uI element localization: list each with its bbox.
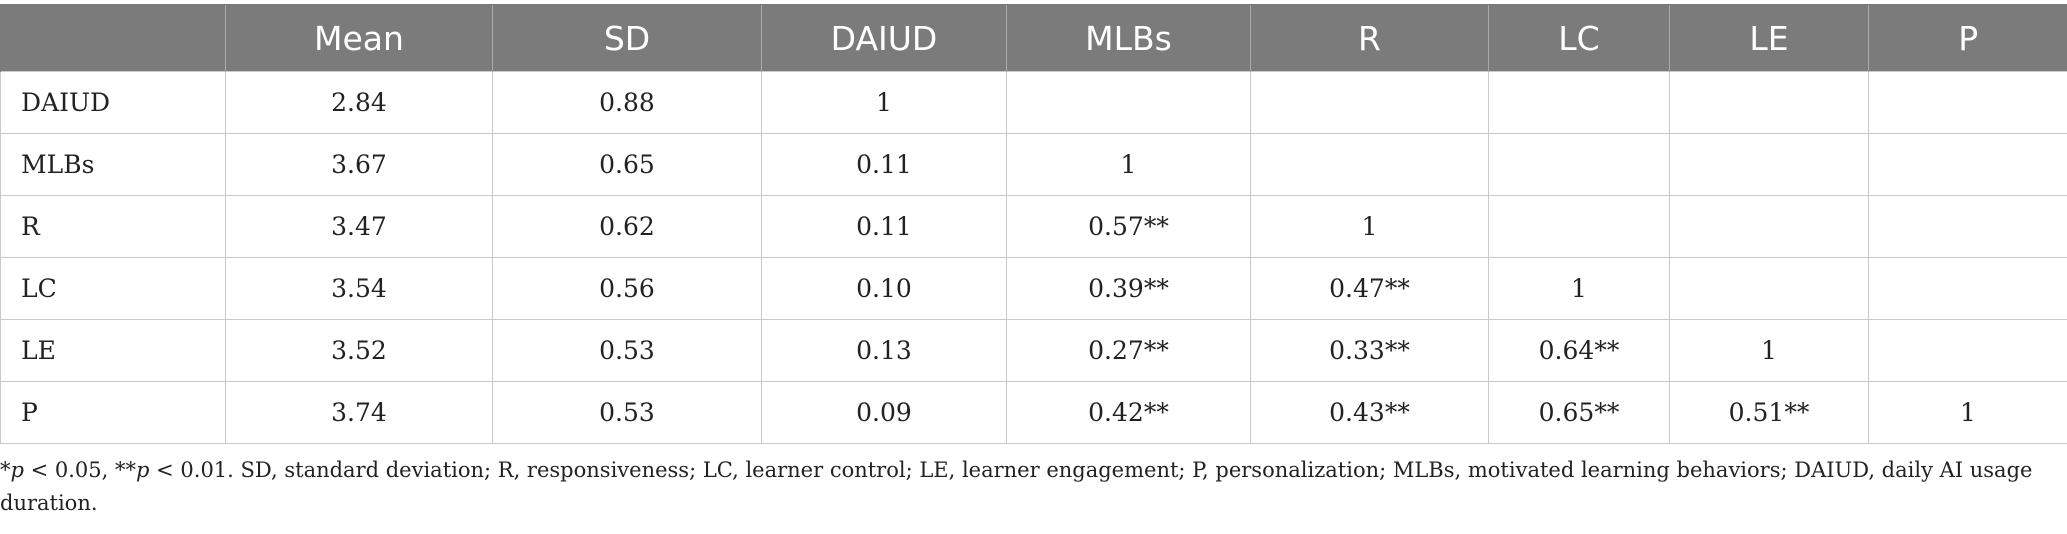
- row-label: DAIUD: [0, 71, 226, 134]
- table-cell: 0.51**: [1669, 381, 1869, 444]
- table-cell: 0.47**: [1250, 257, 1489, 320]
- table-row: LC 3.54 0.56 0.10 0.39** 0.47** 1: [0, 257, 2067, 320]
- header-cell-r: R: [1250, 4, 1489, 72]
- footnote-p-symbol-1: p: [10, 458, 24, 482]
- table-cell: [1250, 133, 1489, 196]
- header-cell-mean: Mean: [225, 4, 493, 72]
- header-cell-le: LE: [1669, 4, 1869, 72]
- table-cell: 0.57**: [1006, 195, 1251, 258]
- table-cell: 1: [1006, 133, 1251, 196]
- row-label: LC: [0, 257, 226, 320]
- table-row: MLBs 3.67 0.65 0.11 1: [0, 133, 2067, 196]
- correlation-table: Mean SD DAIUD MLBs R LC LE P DAIUD 2.84 0.88 1 MLBs…: [0, 4, 2067, 444]
- row-label: P: [0, 381, 226, 444]
- header-row: Mean SD DAIUD MLBs R LC LE P: [0, 4, 2067, 72]
- table-row: DAIUD 2.84 0.88 1: [0, 71, 2067, 134]
- table-cell: 0.65: [492, 133, 762, 196]
- table-cell: [1488, 71, 1670, 134]
- header-cell-sd: SD: [492, 4, 762, 72]
- table-row: R 3.47 0.62 0.11 0.57** 1: [0, 195, 2067, 258]
- table-cell: 0.13: [761, 319, 1007, 382]
- table-cell: [1669, 71, 1869, 134]
- table-cell: 3.67: [225, 133, 493, 196]
- table-row: LE 3.52 0.53 0.13 0.27** 0.33** 0.64** 1: [0, 319, 2067, 382]
- table-cell: [1868, 195, 2067, 258]
- table-cell: [1669, 257, 1869, 320]
- row-label: MLBs: [0, 133, 226, 196]
- table-cell: 0.88: [492, 71, 762, 134]
- header-cell-p: P: [1868, 4, 2067, 72]
- row-label: R: [0, 195, 226, 258]
- table-cell: [1488, 195, 1670, 258]
- table-cell: [1250, 71, 1489, 134]
- table-cell: 0.65**: [1488, 381, 1670, 444]
- table-cell: 0.27**: [1006, 319, 1251, 382]
- footnote-sig1-rest: < 0.05, **: [23, 458, 137, 482]
- footnote-sig1-prefix: *: [0, 458, 11, 482]
- table-cell: [1868, 319, 2067, 382]
- table-cell: 0.64**: [1488, 319, 1670, 382]
- table-header: Mean SD DAIUD MLBs R LC LE P: [0, 4, 2067, 72]
- table-cell: 3.74: [225, 381, 493, 444]
- row-label: LE: [0, 319, 226, 382]
- footnote-p-symbol-2: p: [136, 458, 150, 482]
- table-row: P 3.74 0.53 0.09 0.42** 0.43** 0.65** 0.51** 1: [0, 381, 2067, 444]
- table-cell: [1669, 195, 1869, 258]
- table-cell: 3.54: [225, 257, 493, 320]
- table-cell: 0.62: [492, 195, 762, 258]
- table-footnote: *p < 0.05, **p < 0.01. SD, standard devi…: [0, 454, 2060, 520]
- header-cell-blank: [0, 4, 226, 72]
- table-cell: [1669, 133, 1869, 196]
- table-cell: 3.52: [225, 319, 493, 382]
- table-cell: 0.39**: [1006, 257, 1251, 320]
- table-cell: 1: [1250, 195, 1489, 258]
- header-cell-lc: LC: [1488, 4, 1670, 72]
- table-cell: 0.11: [761, 133, 1007, 196]
- table-cell: 0.53: [492, 381, 762, 444]
- table-cell: [1488, 133, 1670, 196]
- table-cell: [1868, 71, 2067, 134]
- table-cell: 0.09: [761, 381, 1007, 444]
- table-cell: 1: [1868, 381, 2067, 444]
- table-cell: [1868, 133, 2067, 196]
- table-cell: 1: [761, 71, 1007, 134]
- table-cell: 0.11: [761, 195, 1007, 258]
- table-cell: 0.33**: [1250, 319, 1489, 382]
- footnote-definitions: < 0.01. SD, standard deviation; R, respo…: [0, 458, 2033, 515]
- table-cell: 0.42**: [1006, 381, 1251, 444]
- table-cell: [1006, 71, 1251, 134]
- table-cell: [1868, 257, 2067, 320]
- table-cell: 0.56: [492, 257, 762, 320]
- table-cell: 0.43**: [1250, 381, 1489, 444]
- header-cell-daiud: DAIUD: [761, 4, 1007, 72]
- table-cell: 3.47: [225, 195, 493, 258]
- table-body: DAIUD 2.84 0.88 1 MLBs 3.67 0.65 0.11 1 R 3.47 0.62…: [0, 71, 2067, 444]
- header-cell-mlbs: MLBs: [1006, 4, 1251, 72]
- table-cell: 0.10: [761, 257, 1007, 320]
- table-cell: 1: [1669, 319, 1869, 382]
- table-cell: 0.53: [492, 319, 762, 382]
- table-cell: 1: [1488, 257, 1670, 320]
- table-cell: 2.84: [225, 71, 493, 134]
